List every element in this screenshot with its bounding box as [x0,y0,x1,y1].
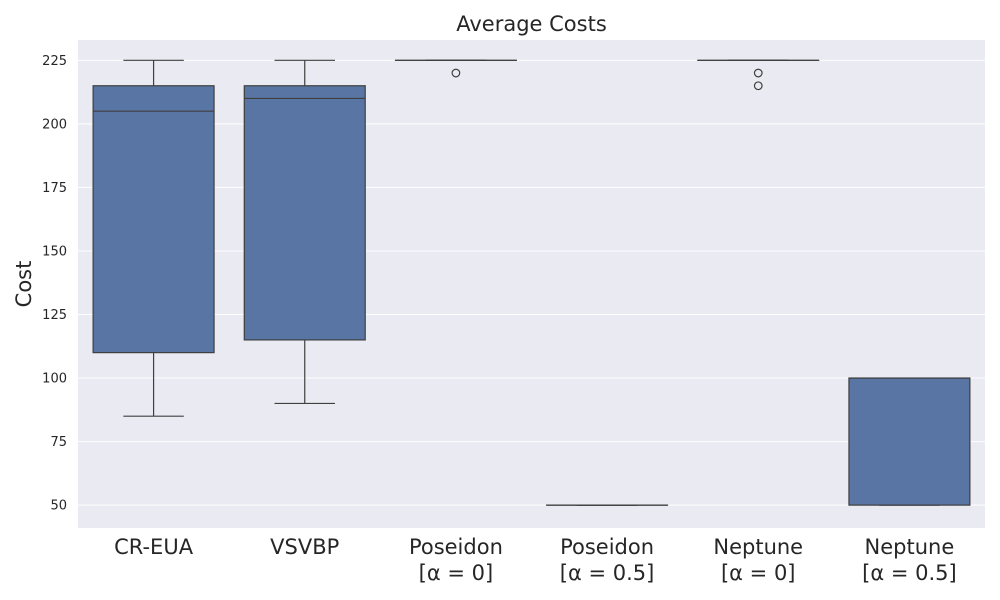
x-tick-label: Poseidon [α = 0] [409,535,503,585]
box-group [394,59,517,78]
y-tick-label: 150 [42,244,67,259]
box-group [697,59,820,91]
chart-title: Average Costs [456,12,607,36]
plot-area [78,40,985,528]
y-tick-label: 175 [42,181,67,196]
outlier-point [753,68,763,78]
x-tick-label: CR-EUA [114,535,194,559]
y-tick-labels: 50 75 100 125 150 175 200 225 [42,54,67,514]
y-tick-label: 125 [42,308,67,323]
outlier-point [451,68,461,78]
x-tick-labels: CR-EUA VSVBP Poseidon [α = 0] Poseidon [α = 0… [114,535,957,585]
y-tick-label: 75 [50,435,67,450]
outlier-point [753,81,763,91]
box-group [243,59,366,405]
x-tick-label: Poseidon [α = 0.5] [560,535,655,585]
x-tick-label: VSVBP [270,535,339,559]
box-group [848,377,971,506]
x-tick-label: Neptune [α = 0.5] [862,535,957,585]
x-tick-label: Neptune [α = 0] [713,535,803,585]
box [92,85,215,354]
boxes [92,59,971,506]
y-tick-label: 100 [42,372,67,387]
box [243,85,366,341]
y-tick-label: 50 [50,499,67,514]
box-group [92,59,215,417]
y-tick-label: 225 [42,54,67,69]
y-axis-label: Cost [12,261,36,308]
y-tick-label: 200 [42,117,67,132]
grid-lines [78,59,985,506]
box [848,377,971,506]
